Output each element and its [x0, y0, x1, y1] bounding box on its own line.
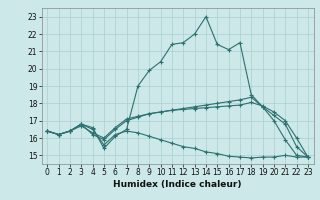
X-axis label: Humidex (Indice chaleur): Humidex (Indice chaleur)	[113, 180, 242, 189]
